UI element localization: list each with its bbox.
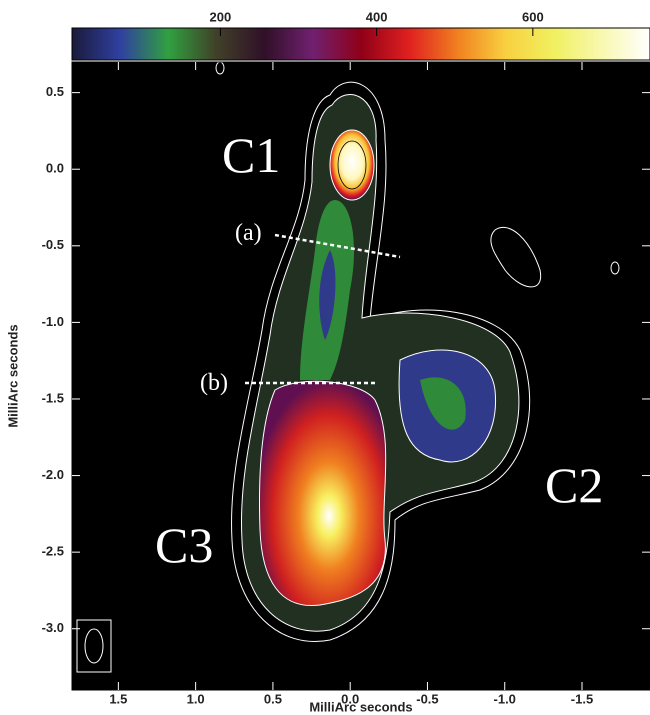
- colorbar-tick-label: 600: [522, 9, 544, 24]
- annotation: C2: [545, 457, 603, 513]
- annotation: C1: [222, 127, 280, 183]
- x-axis-label: MilliArc seconds: [309, 699, 412, 714]
- x-tick-label: 1.5: [109, 691, 127, 706]
- x-tick-label: -1.5: [571, 691, 593, 706]
- annotation: C3: [155, 517, 213, 573]
- x-tick-label: 0.0: [341, 691, 359, 706]
- x-tick-label: 1.0: [187, 691, 205, 706]
- x-tick-label: 0.5: [264, 691, 282, 706]
- x-tick-label: -1.0: [494, 691, 516, 706]
- y-tick-label: 0.5: [46, 84, 64, 99]
- y-axis-label: MilliArc seconds: [5, 324, 20, 427]
- annotation: (b): [200, 370, 228, 396]
- y-tick-label: 0.0: [46, 161, 64, 176]
- colorbar-tick-label: 200: [210, 9, 232, 24]
- y-tick-label: -2.0: [42, 467, 64, 482]
- colorbar-tick-label: 400: [366, 9, 388, 24]
- y-tick-label: -1.5: [42, 390, 64, 405]
- y-tick-label: -0.5: [42, 237, 64, 252]
- y-tick-label: -3.0: [42, 620, 64, 635]
- y-tick-label: -1.0: [42, 314, 64, 329]
- y-tick-label: -2.5: [42, 544, 64, 559]
- chart: C1 C2 C3 (a) (b) MilliArc seconds MilliA…: [0, 0, 650, 715]
- x-tick-label: -0.5: [416, 691, 438, 706]
- annotation: (a): [235, 220, 262, 246]
- colorbar: [72, 28, 650, 60]
